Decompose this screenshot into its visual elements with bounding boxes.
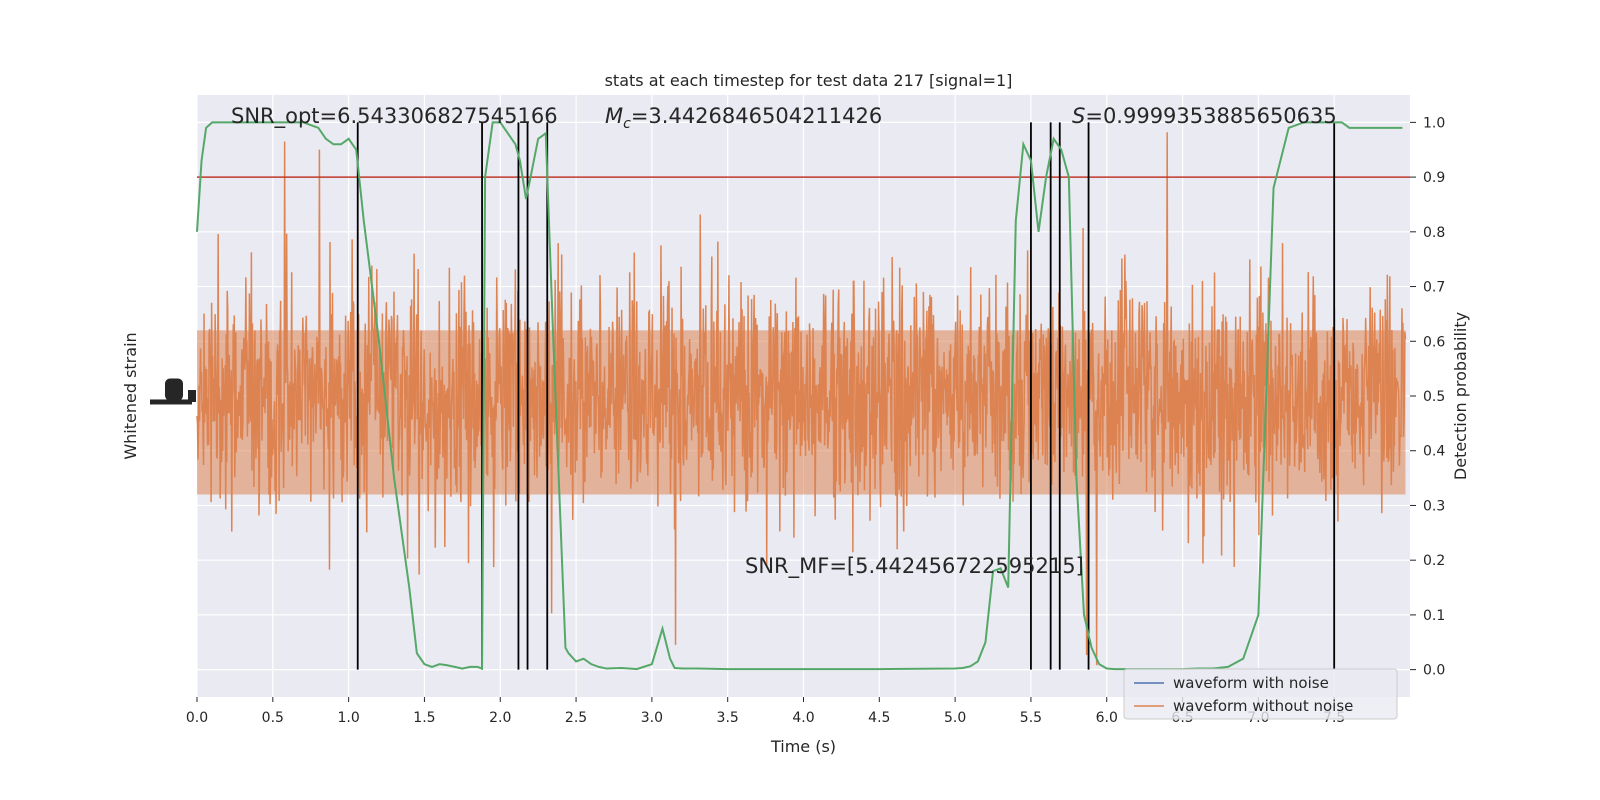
legend-label-with-noise: waveform with noise <box>1173 674 1329 692</box>
x-tick-label: 4.0 <box>792 710 814 726</box>
x-tick-label: 3.5 <box>717 710 739 726</box>
left-tick-cluster <box>188 390 196 402</box>
s-score-value: =0.9999353885650635 <box>1085 104 1336 128</box>
x-tick-label: 2.5 <box>565 710 587 726</box>
s-score-symbol: S <box>1072 104 1085 128</box>
strain-band <box>197 330 1406 495</box>
y-axis-right-label: Detection probability <box>1451 312 1470 480</box>
chirp-mass-annotation: Mc=3.4426846504211426 <box>605 104 882 132</box>
x-tick-label: 3.0 <box>641 710 663 726</box>
x-tick-label: 4.5 <box>868 710 890 726</box>
x-axis-label: Time (s) <box>770 737 836 756</box>
s-score-annotation: S=0.9999353885650635 <box>1072 104 1337 128</box>
y-tick-label: 1.0 <box>1423 115 1445 131</box>
y-tick-label: 0.8 <box>1423 225 1445 241</box>
y-tick-label: 0.3 <box>1423 498 1445 514</box>
y-tick-label: 0.0 <box>1423 663 1445 679</box>
legend-label-without-noise: waveform without noise <box>1173 697 1353 715</box>
event-markers <box>356 122 1336 670</box>
x-tick-label: 0.5 <box>262 710 284 726</box>
y-tick-label: 0.7 <box>1423 280 1445 296</box>
x-tick-label: 1.0 <box>337 710 359 726</box>
chirp-mass-subscript: c <box>623 116 631 132</box>
y-tick-label: 0.2 <box>1423 553 1445 569</box>
x-tick-label: 5.5 <box>1020 710 1042 726</box>
strain-trace <box>196 132 1407 666</box>
legend-box <box>1123 668 1398 720</box>
y-tick-label: 0.1 <box>1423 608 1445 624</box>
chirp-mass-symbol: M <box>605 104 623 128</box>
legend: waveform with noise waveform without noi… <box>1123 668 1398 720</box>
y-axis-left-label: Whitened strain <box>121 332 140 459</box>
snr-opt-annotation: SNR_opt=6.543306827545166 <box>231 104 558 129</box>
y-tick-label: 0.4 <box>1423 444 1445 460</box>
x-tick-label: 1.5 <box>413 710 435 726</box>
chirp-mass-value: =3.4426846504211426 <box>631 104 882 128</box>
y-axis-left-ticks <box>150 378 196 405</box>
x-tick-label: 6.0 <box>1096 710 1118 726</box>
left-tick-cluster <box>165 378 183 401</box>
x-tick-label: 2.0 <box>489 710 511 726</box>
y-tick-label: 0.5 <box>1423 389 1445 405</box>
y-tick-label: 0.6 <box>1423 334 1445 350</box>
snr-mf-annotation: SNR_MF=[5.442456722595215] <box>745 554 1084 579</box>
x-tick-label: 0.0 <box>186 710 208 726</box>
y-axis-right-ticks: 0.0 0.1 0.2 0.3 0.4 0.5 0.6 0.7 0.8 0.9 1.0 <box>1410 115 1445 679</box>
left-tick-cluster <box>150 399 192 405</box>
chart-title: stats at each timestep for test data 217… <box>605 71 1013 90</box>
x-tick-label: 5.0 <box>944 710 966 726</box>
y-tick-label: 0.9 <box>1423 170 1445 186</box>
